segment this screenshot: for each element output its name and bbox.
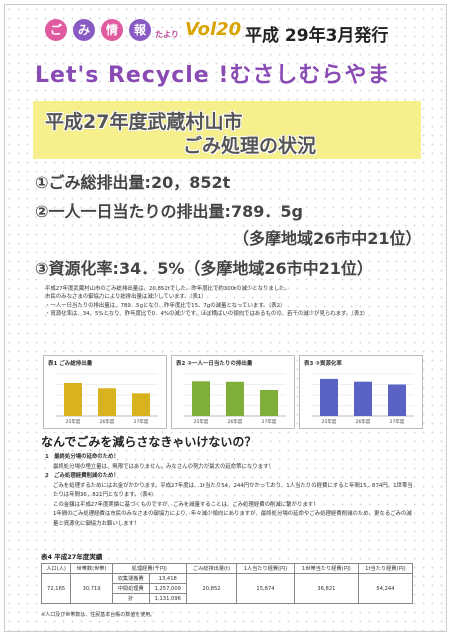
newsletter: ご み 情 報 たより Vol20 平成 29年3月発行 Let's Recyc…	[4, 4, 447, 632]
td: 1,131,096	[148, 593, 187, 604]
vol: Vol20	[185, 19, 242, 40]
x-tick-label: 25年度	[194, 418, 209, 425]
table-title: 表4 平成27年度実績	[41, 553, 103, 561]
intro: 平成27年度武蔵村山市のごみ総排出量は、20,852tでした。昨年度比で約300…	[45, 285, 415, 319]
item-text: ごみを処理するためにはお金がかかります。平成27年度は、1t当たり54，244円…	[53, 482, 413, 499]
chart-title: 表3 ③資源化率	[304, 361, 342, 367]
bar	[192, 381, 210, 416]
td: 36,821	[293, 573, 359, 604]
item-text: この金額は平成27年度実績に基づくものですが、ごみを減量することは、ごみ処理経費…	[53, 501, 319, 508]
highlight: （多摩地域26市中21位）	[233, 229, 422, 248]
bar	[388, 384, 406, 416]
bar	[226, 381, 244, 416]
tayori: たより	[155, 30, 179, 39]
td: 収集運搬費	[111, 573, 150, 584]
th: 1人当たり経費(円)	[236, 563, 295, 574]
th: 1世帯当たり経費(円)	[293, 563, 359, 574]
bar	[132, 393, 150, 416]
td: 計	[111, 593, 150, 604]
bar	[98, 388, 116, 416]
intro-line: 平成27年度武蔵村山市のごみ総排出量は、20,852tでした。昨年度比で約300…	[45, 286, 290, 292]
chart-plot: 25年度 26年度 27年度	[56, 373, 158, 425]
banner-line: ごみ処理の状況	[183, 135, 317, 157]
bar	[354, 381, 372, 416]
header-circle: 報	[129, 19, 151, 41]
td: 15,874	[236, 573, 295, 604]
td: 30,719	[70, 573, 113, 604]
bar	[320, 378, 338, 416]
td: 1,257,009	[148, 583, 187, 594]
chart-plot: 25年度 26年度 27年度	[312, 373, 414, 425]
highlight: ③資源化率:34．5%（多摩地域26市中21位）	[35, 259, 373, 278]
td: 20,852	[185, 573, 238, 604]
x-tick-label: 26年度	[356, 418, 371, 425]
slogan: Let's Recycle !むさしむらやま	[35, 63, 391, 88]
item-title: 1 最終処分場の延命のため！	[45, 454, 119, 460]
why-list: 1 最終処分場の延命のため！ 最終処分場の埋立量は、無限ではありません。みなさん…	[45, 453, 415, 529]
intro-line: ・一人一日当たりの排出量は、789．5gとなり、昨年度比で15．7gの減量となっ…	[45, 302, 286, 309]
x-tick-label: 25年度	[322, 418, 337, 425]
item-title: 2 ごみ処理経費削減のため！	[45, 473, 119, 479]
x-tick-label: 26年度	[100, 418, 115, 425]
td: 72,165	[40, 573, 72, 604]
td: 13,418	[148, 573, 187, 584]
th: 世帯数(世帯)	[70, 563, 113, 574]
why-heading: なんでごみを減らさなきゃいけないの？	[41, 435, 257, 449]
header-circle: ご	[45, 19, 67, 41]
x-tick-label: 25年度	[66, 418, 81, 425]
mini-chart: 表2 ②一人一日当たりの排出量 25年度 26年度 27年度	[171, 355, 295, 429]
issue-date: 平成 29年3月発行	[245, 26, 389, 46]
th: ごみ総排出量(t)	[185, 563, 238, 574]
chart-plot: 25年度 26年度 27年度	[184, 373, 286, 425]
banner-line: 平成27年度武蔵村山市	[45, 111, 243, 133]
chart-title: 表1 ごみ総排出量	[48, 361, 93, 367]
th: 人口(人)	[40, 563, 72, 574]
header-circle: み	[73, 19, 95, 41]
x-tick-label: 26年度	[228, 418, 243, 425]
x-tick-label: 27年度	[390, 418, 405, 425]
results-table: 人口(人) 世帯数(世帯) 処理経費(千円) ごみ総排出量(t) 1人当たり経費…	[40, 563, 414, 604]
bar	[260, 390, 278, 416]
intro-line: ・資源化率は、34．5%となり、昨年度比で0．4%の減少です。ほぼ横ばいの傾向で…	[45, 311, 369, 318]
intro-line: 市民のみなさまの御協力により総排出量は減少しています。（表1）	[45, 294, 207, 301]
td: 中間処理費	[111, 583, 150, 594]
x-tick-label: 27年度	[262, 418, 277, 425]
mini-chart: 表1 ごみ総排出量 25年度 26年度 27年度	[43, 355, 167, 429]
highlight: ①ごみ総排出量:20，852t	[35, 173, 231, 192]
footnote: ※人口及び世帯数は、住民基本台帳の数値を使用。	[41, 612, 156, 618]
x-tick-label: 27年度	[134, 418, 149, 425]
td: 54,244	[357, 573, 414, 604]
highlight: ②一人一日当たりの排出量:789．5g	[35, 202, 303, 221]
mini-chart: 表3 ③資源化率 25年度 26年度 27年度	[299, 355, 423, 429]
banner: 平成27年度武蔵村山市 ごみ処理の状況	[33, 101, 421, 159]
item-text: 最終処分場の埋立量は、無限ではありません。みなさんの努力が最大の延命策になります…	[53, 463, 274, 470]
th: 処理経費(千円)	[111, 563, 187, 574]
item-text: 1年間のごみ処理経費は市民のみなさまの御協力により、年々減少傾向にありますが、最…	[53, 511, 412, 527]
bar	[64, 382, 82, 416]
chart-title: 表2 ②一人一日当たりの排出量	[176, 361, 253, 367]
th: 1t当たり経費(円)	[357, 563, 414, 574]
header-circle: 情	[101, 19, 123, 41]
